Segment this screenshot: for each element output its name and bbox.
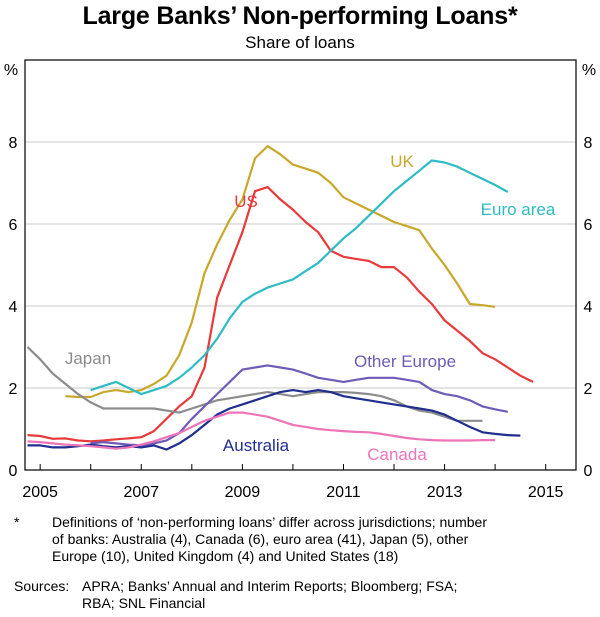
y-tick-label-left: 4: [9, 299, 18, 316]
series-line-us: [27, 186, 534, 443]
series-label-japan: Japan: [65, 349, 111, 368]
sources-line: RBA; SNL Financial: [82, 595, 206, 611]
x-tick-label: 2009: [225, 484, 261, 501]
series-label-euro-area: Euro area: [481, 200, 556, 219]
footnote-line: of banks: Australia (4), Canada (6), eur…: [52, 531, 469, 547]
series-line-australia: [27, 389, 521, 451]
y-tick-label-right: 0: [584, 463, 593, 480]
y-tick-label-left: 8: [9, 135, 18, 152]
y-tick-label-left: 6: [9, 217, 18, 234]
x-tick-label: 2007: [123, 484, 159, 501]
sources: Sources: APRA; Banks’ Annual and Interim…: [14, 578, 574, 611]
y-tick-label-right: 6: [584, 217, 593, 234]
series-layer: [26, 145, 534, 451]
series-label-canada: Canada: [367, 445, 427, 464]
y-tick-label-right: 2: [584, 381, 593, 398]
footnote-text: Definitions of ‘non-performing loans’ di…: [52, 514, 572, 565]
series-line-uk: [65, 145, 496, 399]
plot-frame: [24, 59, 577, 471]
series-label-uk: UK: [390, 152, 414, 171]
chart-subtitle: Share of loans: [245, 33, 355, 52]
x-tick-label: 2013: [427, 484, 463, 501]
x-tick-label: 2011: [326, 484, 361, 501]
footnote-marker: *: [14, 514, 20, 530]
x-tick-label: 2005: [22, 484, 58, 501]
footnote-line: Definitions of ‘non-performing loans’ di…: [52, 514, 487, 530]
y-tick-label-left: 2: [9, 381, 18, 398]
series-line-other-europe: [90, 364, 509, 447]
axis-layer: 0 0 2 2 4 4 6 6 8 8% % 2005 2007 2009 2011 2013 2015: [4, 59, 596, 501]
series-line-euro-area: [90, 159, 509, 396]
y-tick-label-right: 4: [584, 299, 593, 316]
series-line-canada: [27, 411, 496, 450]
chart-title: Large Banks’ Non-performing Loans*: [82, 2, 518, 30]
sources-text: APRA; Banks’ Annual and Interim Reports;…: [82, 578, 552, 612]
x-tick-label: 2015: [528, 484, 564, 501]
series-label-other-europe: Other Europe: [354, 352, 456, 371]
sources-label: Sources:: [14, 578, 70, 594]
y-tick-label-right: 8: [584, 135, 593, 152]
footnote-line: Europe (10), United Kingdom (4) and Unit…: [52, 548, 399, 564]
y-unit-left: %: [4, 62, 18, 79]
sources-line: APRA; Banks’ Annual and Interim Reports;…: [82, 578, 458, 594]
line-chart: 0 02 24 46 68 8% %2005 2007 2009 2011 2013 2015 USU…: [4, 59, 596, 501]
series-label-layer: US UK Euro area Japan Other Europe Australia C…: [65, 152, 556, 464]
series-label-us: US: [234, 192, 258, 211]
series-label-australia: Australia: [223, 436, 290, 455]
y-unit-right: %: [582, 62, 596, 79]
y-tick-label-left: 0: [9, 463, 18, 480]
